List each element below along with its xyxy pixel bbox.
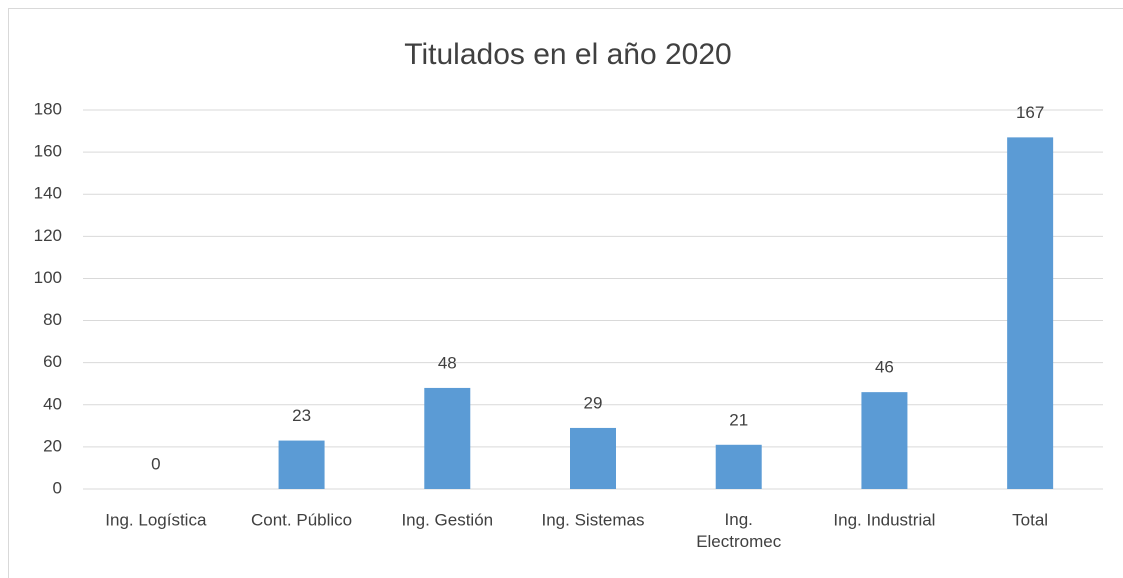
bar xyxy=(715,444,762,489)
x-tick-label: Cont. Público xyxy=(251,510,352,529)
y-tick-label: 180 xyxy=(34,99,62,118)
x-tick-label: Ing. Sistemas xyxy=(542,510,645,529)
y-tick-label: 140 xyxy=(34,184,62,203)
data-label: 23 xyxy=(292,406,311,425)
x-tick-label: Ing. Industrial xyxy=(833,510,935,529)
chart-frame xyxy=(8,8,1123,578)
data-label: 21 xyxy=(729,410,748,429)
y-tick-label: 160 xyxy=(34,142,62,161)
data-label: 48 xyxy=(438,353,457,372)
y-tick-label: 120 xyxy=(34,226,62,245)
data-label: 0 xyxy=(151,454,160,473)
y-tick-label: 0 xyxy=(53,478,62,497)
bar xyxy=(424,387,471,489)
bar xyxy=(570,427,616,489)
data-label: 29 xyxy=(584,393,603,412)
bar xyxy=(1007,137,1054,489)
y-tick-label: 100 xyxy=(34,268,62,287)
y-tick-label: 40 xyxy=(43,394,62,413)
data-label: 167 xyxy=(1016,103,1044,122)
y-tick-label: 60 xyxy=(43,352,62,371)
x-tick-label: Ing. Gestión xyxy=(401,510,493,529)
y-tick-label: 80 xyxy=(43,310,62,329)
x-tick-label: Ing. Electromec xyxy=(696,510,782,551)
x-tick-label: Total xyxy=(1012,510,1048,529)
bar xyxy=(861,392,908,489)
y-tick-label: 20 xyxy=(43,436,62,455)
x-tick-label: Ing. Logística xyxy=(105,510,207,529)
chart-title: Titulados en el año 2020 xyxy=(404,38,731,71)
bar xyxy=(278,440,325,489)
data-label: 46 xyxy=(875,358,894,377)
